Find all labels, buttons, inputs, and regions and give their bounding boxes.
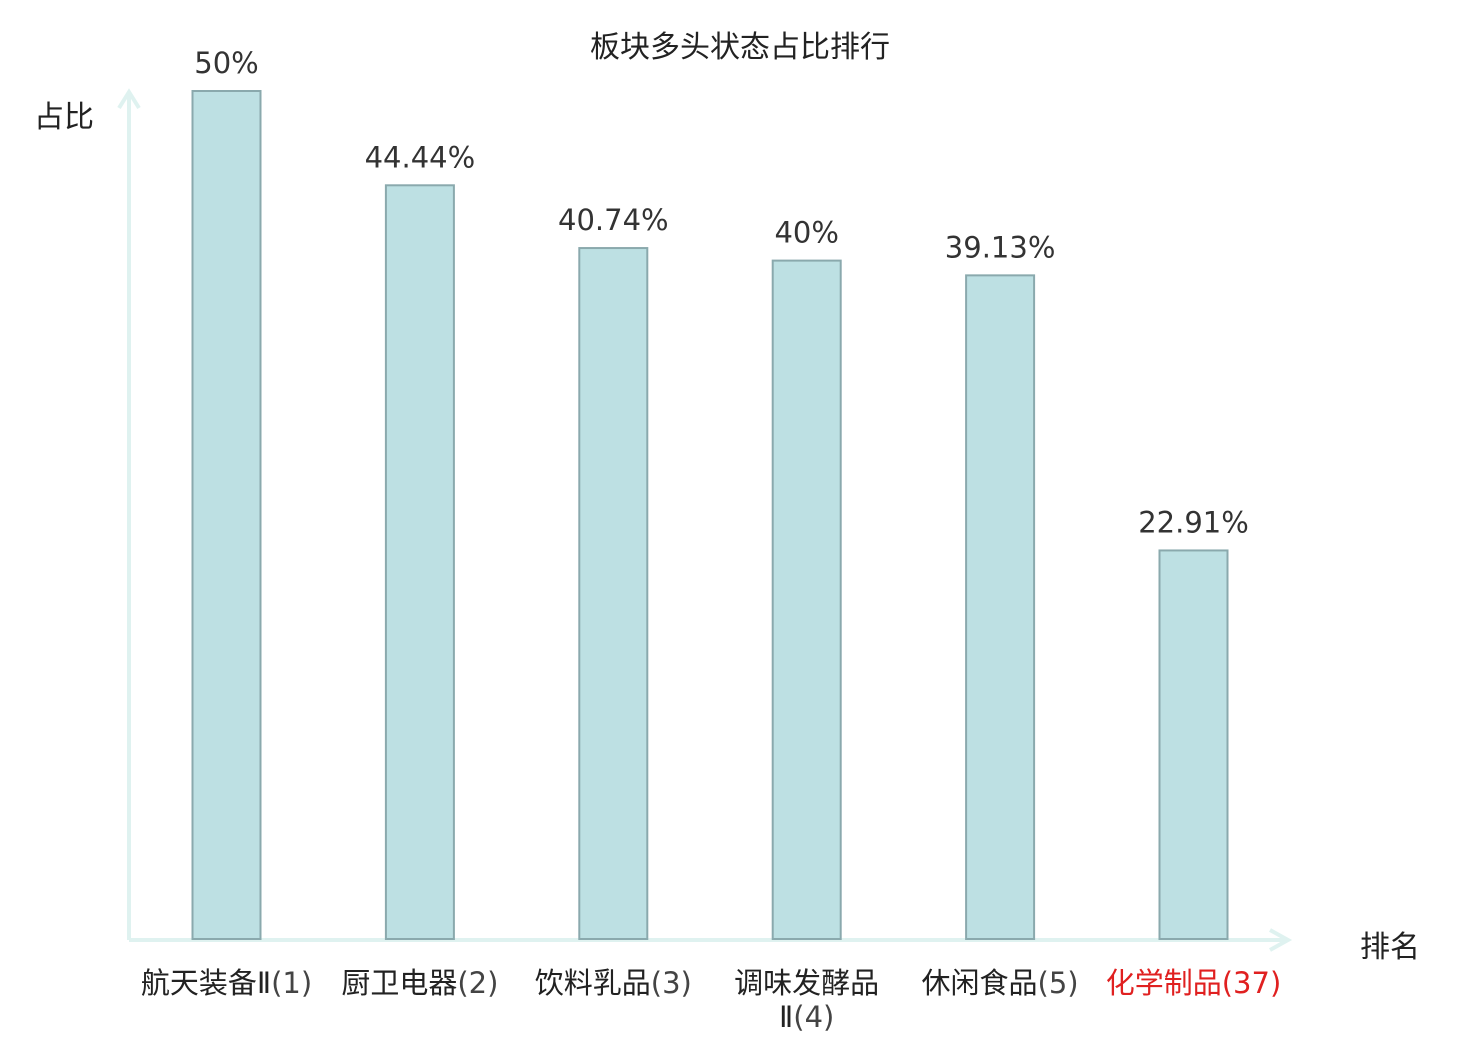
chart-title: 板块多头状态占比排行	[590, 30, 890, 65]
x-axis-arrow-icon	[1269, 928, 1293, 952]
y-axis-arrow-icon	[117, 88, 141, 110]
bar	[771, 259, 842, 941]
x-tick-label-rank: (2)	[457, 966, 499, 1000]
x-tick-label-name: 厨卫电器	[341, 966, 458, 1000]
axes	[117, 88, 1293, 952]
x-tick-label-name: 调味发酵品Ⅱ	[734, 966, 880, 1034]
x-tick-label-name: 化学制品	[1105, 966, 1222, 1000]
x-tick-label: 休闲食品(5)	[905, 966, 1095, 1000]
x-tick-label-rank: (3)	[650, 966, 692, 1000]
y-axis-label: 占比	[34, 100, 94, 135]
bar	[384, 184, 455, 940]
x-tick-label-rank: (5)	[1037, 966, 1079, 1000]
bars	[191, 90, 1229, 941]
x-tick-label-rank: (37)	[1221, 966, 1282, 1000]
bar-value-label: 44.44%	[365, 140, 476, 174]
bar	[1158, 549, 1229, 940]
x-tick-label: 饮料乳品(3)	[518, 966, 708, 1000]
x-axis-label: 排名	[1360, 930, 1420, 965]
bar-value-label: 50%	[194, 46, 258, 80]
x-tick-label: 调味发酵品Ⅱ(4)	[712, 966, 902, 1034]
bar-value-label: 39.13%	[945, 230, 1056, 264]
x-tick-label: 化学制品(37)	[1099, 966, 1289, 1000]
bar	[965, 274, 1036, 940]
value-labels: 50% 44.44% 40.74% 40% 39.13% 22.91%	[194, 46, 1249, 539]
bar-value-label: 22.91%	[1138, 505, 1249, 539]
x-tick-label-name: 休闲食品	[921, 966, 1038, 1000]
x-tick-label-rank: (4)	[793, 1000, 835, 1034]
bar	[191, 90, 262, 940]
bar-value-label: 40%	[774, 216, 838, 250]
x-tick-label-name: 航天装备Ⅱ	[140, 966, 272, 1000]
bar	[578, 247, 649, 940]
x-tick-label-rank: (1)	[271, 966, 313, 1000]
x-tick-label: 航天装备Ⅱ(1)	[132, 966, 322, 1000]
x-tick-label: 厨卫电器(2)	[325, 966, 515, 1000]
bar-value-label: 40.74%	[558, 203, 669, 237]
x-tick-label-name: 饮料乳品	[534, 966, 651, 1000]
